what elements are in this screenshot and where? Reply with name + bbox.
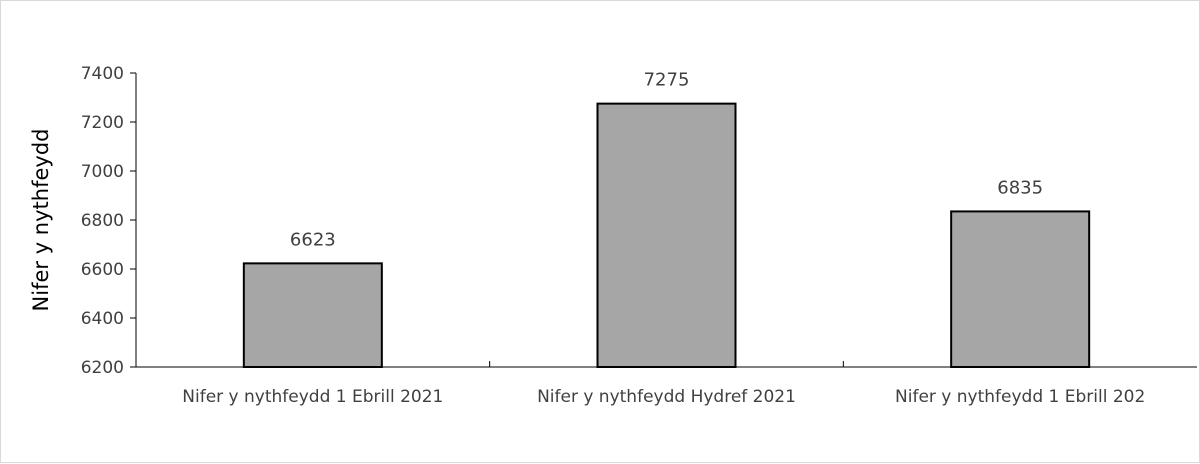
bar — [596, 102, 737, 368]
y-tick-label: 7400 — [81, 64, 124, 84]
y-axis-title: Nifer y nythfeydd — [29, 129, 53, 312]
y-tick-label: 6600 — [81, 260, 124, 280]
data-label: 6835 — [997, 177, 1043, 198]
y-tick-label: 7000 — [81, 162, 124, 182]
bars — [242, 102, 1091, 368]
data-label: 6623 — [290, 229, 336, 250]
data-label: 7275 — [644, 70, 690, 91]
y-axis-ticks: 6200 6400 6600 6800 7000 7200 7400 — [81, 64, 136, 378]
x-tick-label: Nifer y nythfeydd Hydref 2021 — [537, 387, 796, 407]
x-tick-label: Nifer y nythfeydd 1 Ebrill 2021 — [182, 387, 443, 407]
y-tick-label: 6400 — [81, 309, 124, 329]
y-axis-title-group: Nifer y nythfeydd — [29, 129, 53, 312]
data-labels: 6623 7275 6835 — [290, 70, 1043, 251]
x-axis-ticks: Nifer y nythfeydd 1 Ebrill 2021 Nifer y n… — [182, 361, 1145, 407]
y-tick-label: 6800 — [81, 211, 124, 231]
y-tick-label: 6200 — [81, 358, 124, 378]
y-tick-label: 7200 — [81, 113, 124, 133]
bar — [242, 262, 383, 368]
x-tick-label: Nifer y nythfeydd 1 Ebrill 202 — [895, 387, 1145, 407]
bar — [950, 210, 1091, 368]
